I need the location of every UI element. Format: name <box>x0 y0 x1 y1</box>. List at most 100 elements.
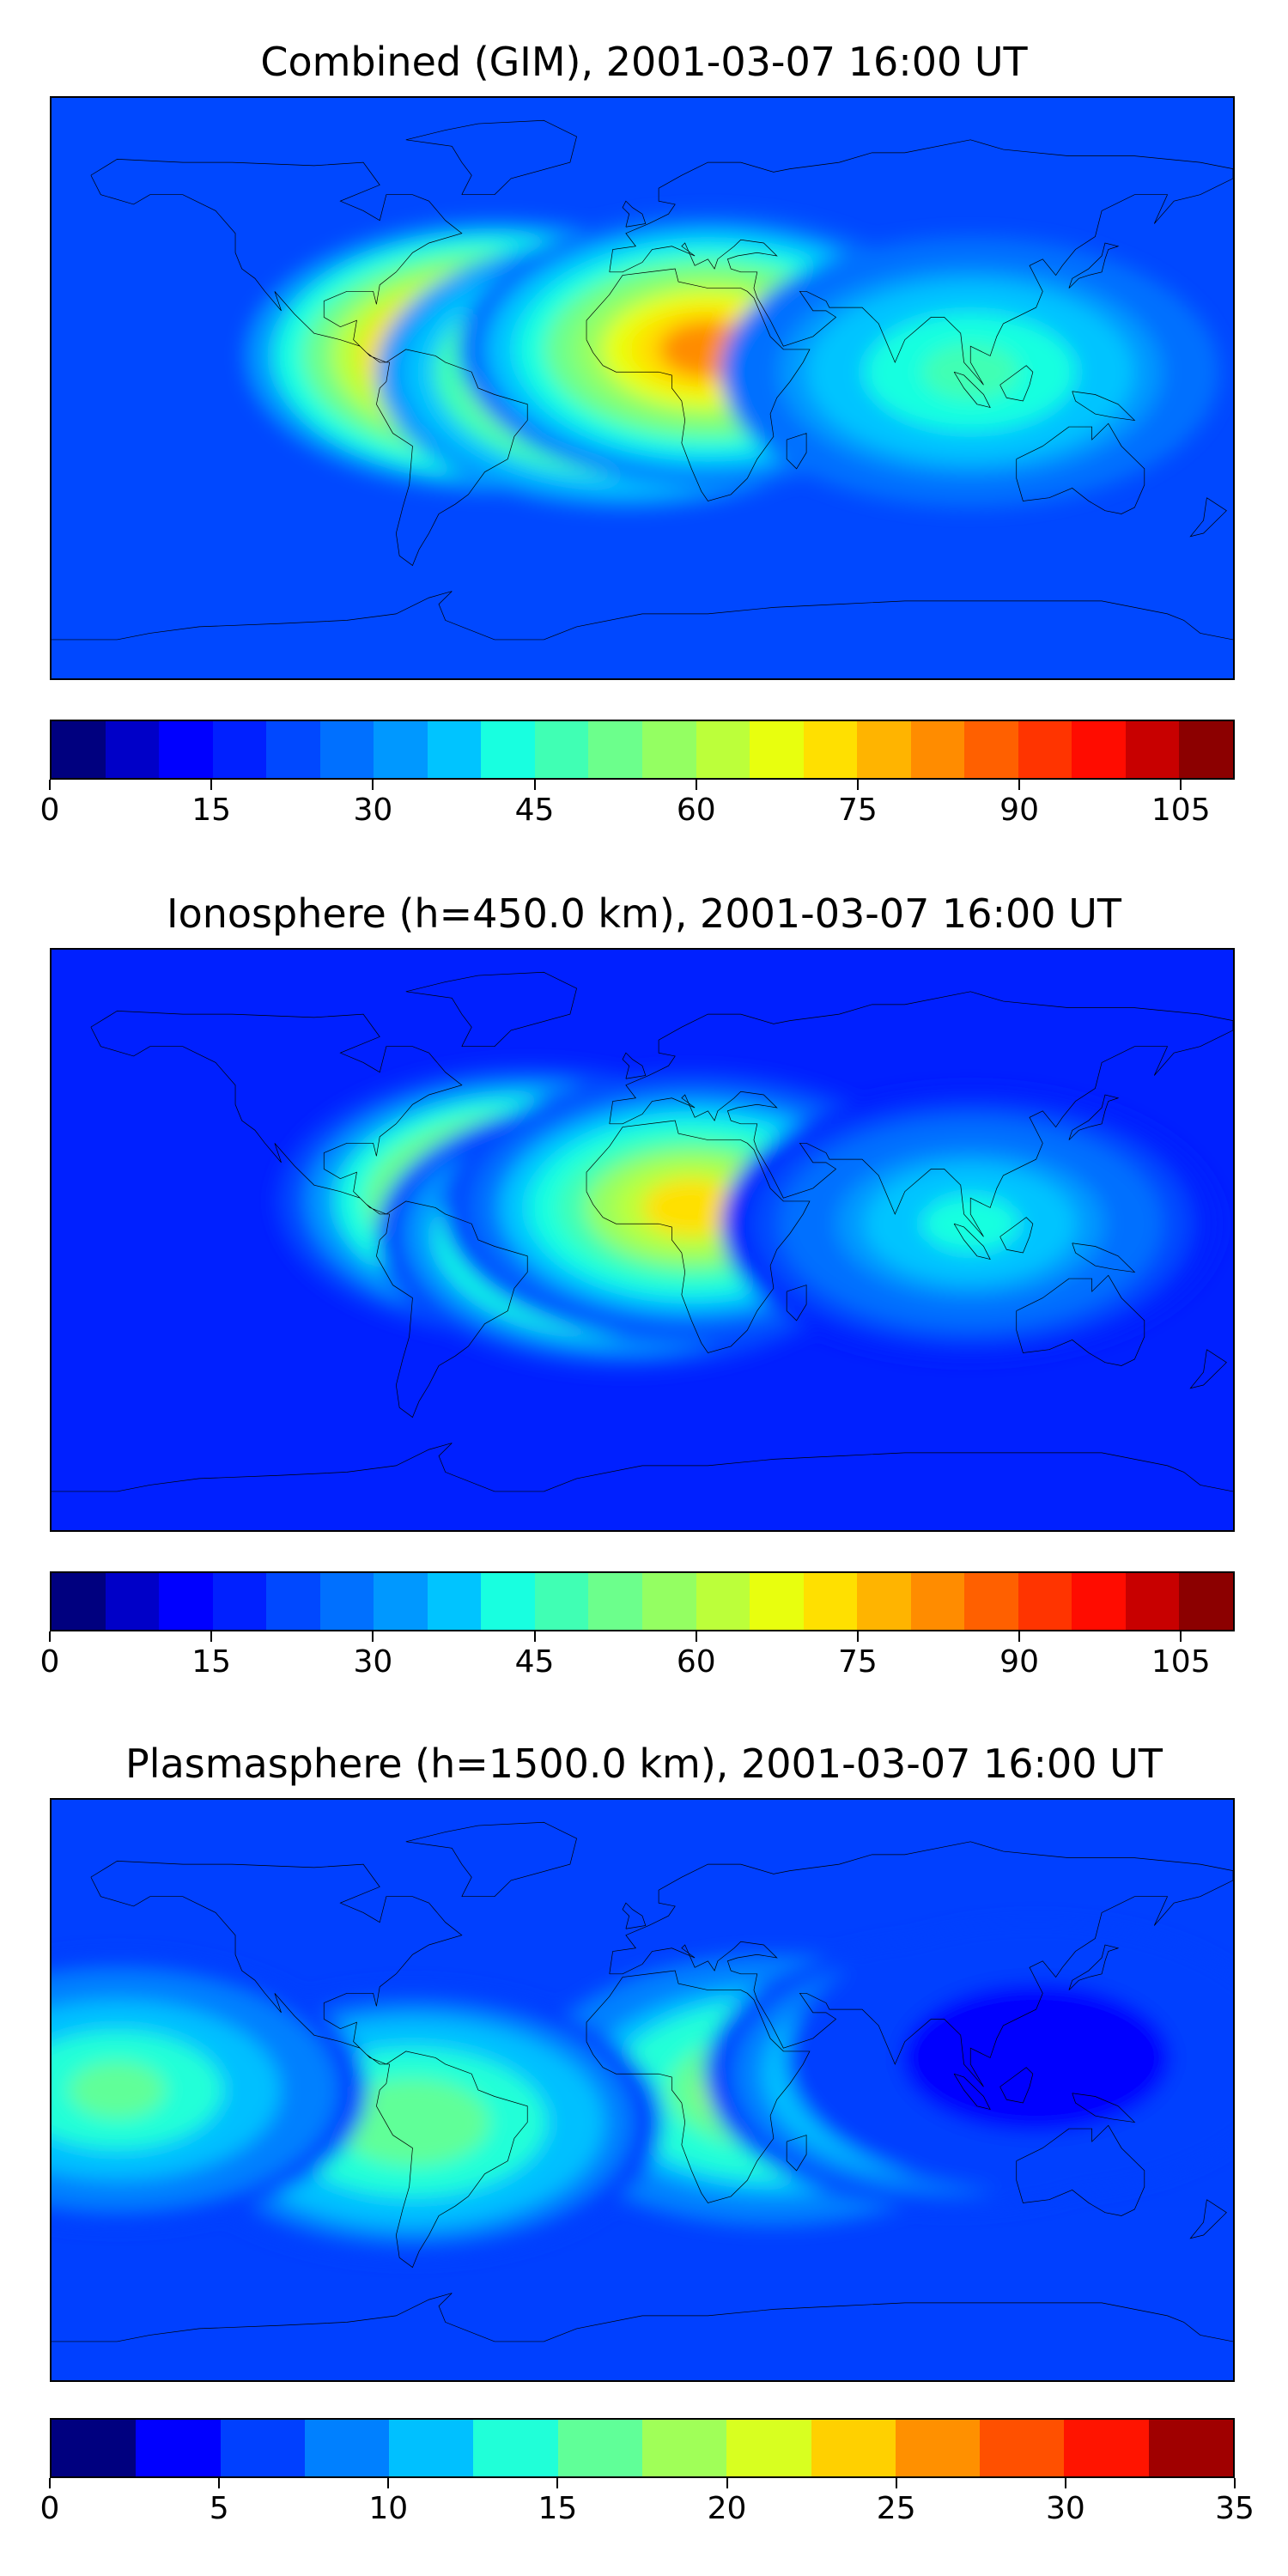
colorbar-segment <box>105 721 160 778</box>
colorbar-tick-label: 105 <box>1151 1644 1211 1680</box>
coastline-1 <box>406 120 577 194</box>
coastline-4 <box>586 269 810 501</box>
colorbar-segment <box>1018 1573 1072 1630</box>
coastline-8 <box>954 2074 990 2109</box>
colorbar-segment <box>1179 1573 1234 1630</box>
colorbar-segment <box>910 721 965 778</box>
coastline-11 <box>623 1903 646 1929</box>
colorbar-tick <box>1180 780 1182 790</box>
colorbar-segment <box>212 721 267 778</box>
colorbar-tick <box>533 1631 536 1642</box>
panel-2-map <box>50 948 1235 1532</box>
coastline-11 <box>623 201 646 227</box>
colorbar-segment <box>427 721 482 778</box>
south-america-max-contour <box>364 2093 461 2151</box>
colorbar-segment <box>389 2420 474 2476</box>
colorbar-tick <box>1018 780 1021 790</box>
colorbar-segment <box>1179 721 1234 778</box>
colorbar-tick <box>1180 1631 1182 1642</box>
colorbar-segment <box>1064 2420 1149 2476</box>
panel-3-colorbar <box>50 2418 1235 2478</box>
colorbar-segment <box>534 721 589 778</box>
coastline-12 <box>1190 1350 1226 1388</box>
coastline-6 <box>1017 1275 1145 1365</box>
colorbar-tick-label: 30 <box>1045 2491 1085 2526</box>
colorbar-tick-label: 0 <box>39 793 60 828</box>
colorbar-segment <box>910 1573 965 1630</box>
colorbar-tick <box>895 2478 897 2488</box>
colorbar-tick <box>533 780 536 790</box>
colorbar-segment <box>1072 721 1126 778</box>
colorbar-tick-label: 75 <box>838 1644 878 1680</box>
colorbar-tick-label: 10 <box>368 2491 409 2526</box>
colorbar-segment <box>1125 1573 1180 1630</box>
colorbar-segment <box>642 721 696 778</box>
colorbar-segment <box>52 721 106 778</box>
coastline-8 <box>954 1224 990 1259</box>
coastline-8 <box>954 372 990 407</box>
coastline-10 <box>1069 243 1118 289</box>
colorbar-tick-label: 30 <box>353 1644 393 1680</box>
colorbar-segment <box>473 2420 558 2476</box>
coastline-2 <box>376 2051 527 2268</box>
colorbar-tick <box>1064 2478 1066 2488</box>
colorbar-tick-label: 35 <box>1215 2491 1255 2526</box>
colorbar-segment <box>1018 721 1072 778</box>
colorbar-tick-label: 15 <box>191 1644 232 1680</box>
colorbar-tick-label: 60 <box>676 1644 716 1680</box>
colorbar-tick <box>49 2478 51 2488</box>
colorbar-segment <box>857 1573 911 1630</box>
colorbar-segment <box>212 1573 267 1630</box>
colorbar-tick <box>1234 2478 1236 2488</box>
colorbar-segment <box>319 721 374 778</box>
colorbar-tick <box>210 780 213 790</box>
colorbar-tick-label: 25 <box>876 2491 916 2526</box>
pacific-max-contour <box>69 2062 166 2118</box>
colorbar-tick-label: 0 <box>39 1644 60 1680</box>
colorbar-segment <box>105 1573 160 1630</box>
colorbar-tick <box>372 1631 374 1642</box>
coastlines <box>52 1822 1233 2342</box>
coastline-13 <box>52 1443 1233 1492</box>
panel-2-title: Ionosphere (h=450.0 km), 2001-03-07 16:0… <box>167 890 1121 937</box>
coastline-13 <box>52 592 1233 640</box>
coastline-7 <box>1000 2068 1033 2103</box>
colorbar-segment <box>857 721 911 778</box>
colorbar-segment <box>481 721 535 778</box>
colorbar-segment <box>266 1573 320 1630</box>
colorbar-segment <box>964 1573 1018 1630</box>
colorbar-tick-label: 0 <box>39 2491 60 2526</box>
coastline-7 <box>1000 366 1033 401</box>
panel-3-colorbar-ticks: 0 5 10 15 20 25 30 35 <box>40 2478 1255 2538</box>
african-crest-contour <box>642 1179 740 1236</box>
colorbar-segment <box>895 2420 981 2476</box>
coastline-10 <box>1069 1945 1118 1990</box>
colorbar-segment <box>964 721 1018 778</box>
colorbar-segment <box>534 1573 589 1630</box>
colorbar-segment <box>642 1573 696 1630</box>
panel-1-colorbar <box>50 720 1235 780</box>
colorbar-segment <box>136 2420 221 2476</box>
colorbar-tick <box>695 780 697 790</box>
colorbar-tick-label: 90 <box>999 793 1039 828</box>
colorbar-segment <box>803 721 858 778</box>
coastline-1 <box>406 1822 577 1896</box>
colorbar-segment <box>52 1573 106 1630</box>
colorbar-segment <box>374 721 428 778</box>
colorbar-segment <box>588 721 643 778</box>
coastline-0 <box>91 1861 462 2064</box>
panel-3-map-svg <box>52 1800 1233 2380</box>
coastline-2 <box>376 1201 527 1418</box>
coastline-3 <box>610 992 1233 1236</box>
colorbar-tick <box>856 780 859 790</box>
coastline-5 <box>787 2136 806 2171</box>
colorbar-tick <box>1018 1631 1021 1642</box>
coastline-1 <box>406 972 577 1046</box>
colorbar-segment <box>220 2420 305 2476</box>
coastline-6 <box>1017 423 1145 513</box>
colorbar-tick-label: 30 <box>353 793 393 828</box>
colorbar-segment <box>803 1573 858 1630</box>
colorbar-segment <box>427 1573 482 1630</box>
colorbar-segment <box>1072 1573 1126 1630</box>
coastline-3 <box>610 140 1233 385</box>
